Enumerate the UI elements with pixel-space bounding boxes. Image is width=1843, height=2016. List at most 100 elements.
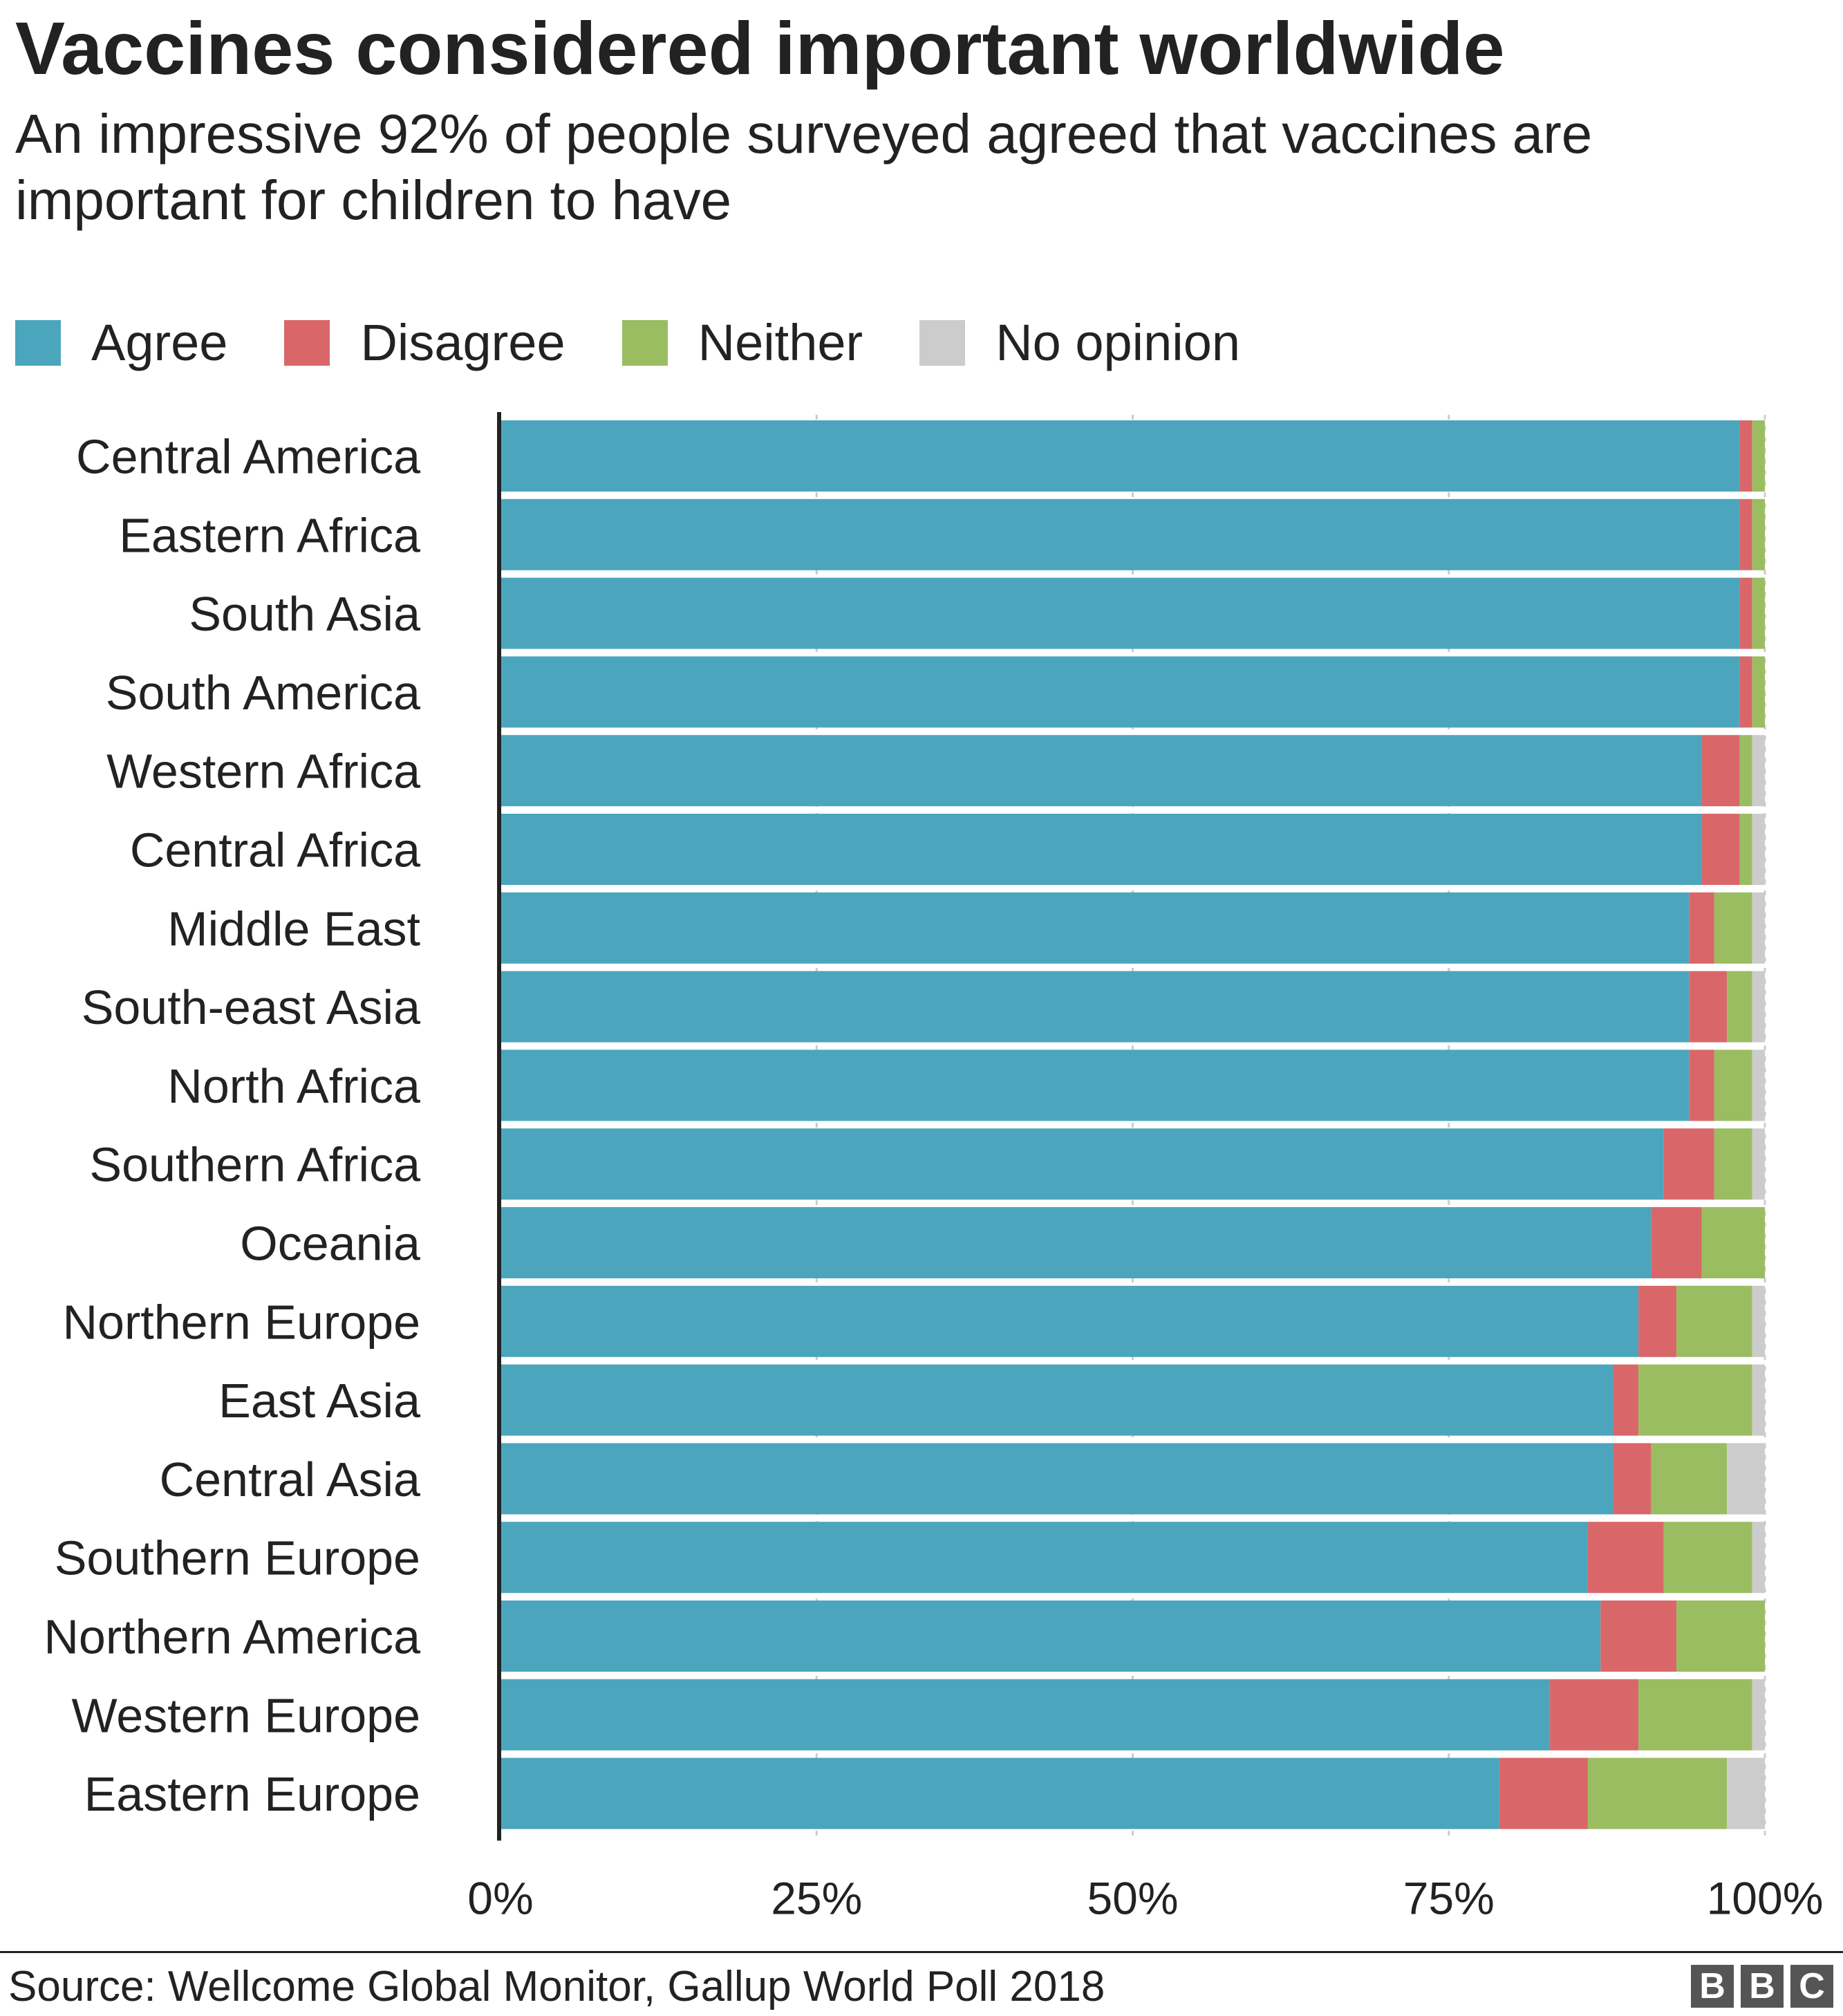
category-label: Central Africa bbox=[130, 823, 420, 877]
legend-label-no-opinion: No opinion bbox=[995, 314, 1240, 371]
category-label: Oceania bbox=[240, 1217, 420, 1271]
bar-segment-neither bbox=[1663, 1522, 1752, 1594]
bar-segment-agree bbox=[500, 577, 1740, 649]
bar-segment-neither bbox=[1739, 814, 1752, 885]
bar-segment-agree bbox=[500, 1522, 1588, 1594]
bar-segment-agree bbox=[500, 420, 1740, 492]
bar-segment-agree bbox=[500, 1049, 1690, 1121]
category-label: Western Europe bbox=[71, 1688, 420, 1742]
bar-segment-disagree bbox=[1663, 1128, 1714, 1200]
category-label: Eastern Europe bbox=[84, 1767, 420, 1821]
bar-segment-neither bbox=[1752, 577, 1765, 649]
bar-segment-agree bbox=[500, 1364, 1613, 1436]
bar-segment-agree bbox=[500, 1757, 1499, 1829]
bar-segment-neither bbox=[1714, 1128, 1752, 1200]
category-label: Western Africa bbox=[106, 745, 420, 799]
bar-segment-disagree bbox=[1689, 971, 1728, 1043]
legend: Agree Disagree Neither No opinion bbox=[15, 315, 1297, 371]
bar-segment-no-opinion bbox=[1752, 1364, 1765, 1436]
bar-segment-agree bbox=[500, 971, 1690, 1043]
bar-segment-disagree bbox=[1701, 814, 1740, 885]
bar-segment-neither bbox=[1752, 656, 1765, 728]
bar-segment-no-opinion bbox=[1752, 1522, 1765, 1594]
bar-segment-disagree bbox=[1499, 1757, 1588, 1829]
bbc-logo: B B C bbox=[1684, 1965, 1833, 2008]
bar-segment-agree bbox=[500, 892, 1690, 964]
bar-segment-agree bbox=[500, 1207, 1652, 1278]
x-tick-label: 50% bbox=[1087, 1872, 1178, 1923]
category-label: South America bbox=[106, 666, 420, 720]
chart-title: Vaccines considered important worldwide bbox=[15, 6, 1505, 90]
bar-segment-no-opinion bbox=[1752, 892, 1765, 964]
legend-label-neither: Neither bbox=[698, 314, 863, 371]
bar-segment-disagree bbox=[1600, 1600, 1676, 1672]
category-label: East Asia bbox=[218, 1374, 420, 1428]
category-label: Central America bbox=[76, 430, 420, 484]
x-tick-label: 0% bbox=[467, 1872, 533, 1923]
bar-segment-no-opinion bbox=[1752, 1128, 1765, 1200]
category-label: North Africa bbox=[167, 1059, 420, 1113]
bbc-logo-block: B bbox=[1741, 1965, 1784, 2008]
bar-segment-neither bbox=[1714, 1049, 1752, 1121]
x-tick-label: 75% bbox=[1403, 1872, 1495, 1923]
legend-item-neither: Neither bbox=[621, 314, 863, 371]
category-label: Northern America bbox=[44, 1610, 420, 1664]
stacked-bar-chart: Central America Eastern Africa South Asia S… bbox=[44, 412, 1824, 1923]
bar-segment-disagree bbox=[1689, 892, 1714, 964]
bar-segment-no-opinion bbox=[1727, 1443, 1765, 1515]
bar-segment-agree bbox=[500, 656, 1740, 728]
bar-segment-neither bbox=[1739, 735, 1752, 807]
bar-segment-disagree bbox=[1613, 1443, 1652, 1515]
bar-segment-disagree bbox=[1739, 420, 1752, 492]
bar-segment-no-opinion bbox=[1752, 814, 1765, 885]
bar-segment-neither bbox=[1676, 1285, 1752, 1357]
bar-segment-no-opinion bbox=[1727, 1757, 1765, 1829]
bar-segment-no-opinion bbox=[1752, 1049, 1765, 1121]
bar-segment-agree bbox=[500, 1600, 1601, 1672]
bar-segment-agree bbox=[500, 814, 1702, 885]
x-tick-label: 100% bbox=[1707, 1872, 1824, 1923]
x-tick-label: 25% bbox=[771, 1872, 862, 1923]
bar-segment-neither bbox=[1714, 892, 1752, 964]
bar-segment-neither bbox=[1752, 498, 1765, 570]
bar-segment-disagree bbox=[1701, 735, 1740, 807]
source-note: Source: Wellcome Global Monitor, Gallup … bbox=[8, 1963, 1105, 2010]
category-label: Northern Europe bbox=[62, 1295, 420, 1349]
category-label: Middle East bbox=[167, 902, 420, 955]
bar-segment-disagree bbox=[1613, 1364, 1639, 1436]
bar-segment-no-opinion bbox=[1752, 735, 1765, 807]
bar-segment-disagree bbox=[1550, 1679, 1639, 1751]
legend-swatch-neither bbox=[621, 320, 668, 366]
footer-divider bbox=[0, 1951, 1843, 1953]
bbc-logo-block: C bbox=[1790, 1965, 1833, 2008]
category-label: Southern Africa bbox=[89, 1138, 420, 1192]
category-label: South Asia bbox=[189, 587, 420, 641]
bar-segment-disagree bbox=[1651, 1207, 1702, 1278]
bar-segment-neither bbox=[1676, 1600, 1765, 1672]
bar-segment-neither bbox=[1727, 971, 1752, 1043]
legend-label-agree: Agree bbox=[91, 314, 228, 371]
bar-segment-agree bbox=[500, 1443, 1613, 1515]
bar-segment-disagree bbox=[1739, 656, 1752, 728]
category-label: South-east Asia bbox=[82, 980, 420, 1034]
bar-segment-agree bbox=[500, 735, 1702, 807]
bar-segment-disagree bbox=[1689, 1049, 1714, 1121]
bar-segment-neither bbox=[1651, 1443, 1728, 1515]
category-label: Southern Europe bbox=[55, 1531, 420, 1585]
bar-segment-agree bbox=[500, 1679, 1551, 1751]
bar-segment-neither bbox=[1587, 1757, 1728, 1829]
bar-segment-neither bbox=[1638, 1679, 1752, 1751]
legend-item-no-opinion: No opinion bbox=[919, 315, 1240, 371]
legend-label-disagree: Disagree bbox=[360, 314, 565, 371]
bar-segment-disagree bbox=[1638, 1285, 1676, 1357]
bar-segment-neither bbox=[1638, 1364, 1752, 1436]
bar-segment-no-opinion bbox=[1752, 1285, 1765, 1357]
bar-segment-agree bbox=[500, 1285, 1639, 1357]
legend-item-disagree: Disagree bbox=[284, 315, 565, 371]
bar-segment-disagree bbox=[1587, 1522, 1664, 1594]
bar-segment-agree bbox=[500, 498, 1740, 570]
bar-segment-agree bbox=[500, 1128, 1664, 1200]
bar-segment-disagree bbox=[1739, 498, 1752, 570]
bar-segment-disagree bbox=[1739, 577, 1752, 649]
legend-item-agree: Agree bbox=[15, 315, 227, 371]
